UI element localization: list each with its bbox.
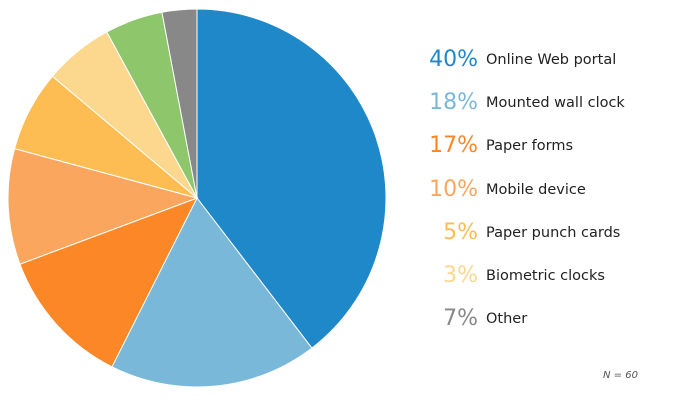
legend-percentage: 7% <box>443 306 478 332</box>
legend-item: 7% Other <box>405 299 670 342</box>
pie-wedges <box>7 8 387 388</box>
legend-percentage: 10% <box>429 176 478 202</box>
legend-percentage: 18% <box>429 90 478 116</box>
legend-percentage: 17% <box>429 133 478 159</box>
legend-percentage: 3% <box>443 262 478 288</box>
pie-slice-3 <box>19 197 199 368</box>
legend-item: 10% Mobile device <box>405 170 670 213</box>
legend: 40% Online Web portal 18% Mounted wall cloc… <box>405 40 670 342</box>
legend-percentage: 40% <box>429 47 478 72</box>
legend-label: Online Web portal <box>486 52 617 68</box>
legend-item: 3% Biometric clocks <box>405 256 670 299</box>
pie-slice-1 <box>196 8 387 349</box>
pie-slice-8 <box>161 8 198 199</box>
pie-slice-2 <box>111 197 313 388</box>
legend-label: Paper forms <box>486 138 574 155</box>
sample-size-note: N = 60 <box>603 370 638 381</box>
legend-item: 17% Paper forms <box>405 126 670 169</box>
legend-label: Paper punch cards <box>486 224 621 241</box>
legend-item: 40% Online Web portal <box>405 40 670 83</box>
legend-label: Other <box>486 311 528 328</box>
legend-percentage: 5% <box>443 219 478 245</box>
legend-item: 18% Mounted wall clock <box>405 83 670 126</box>
legend-label: Mounted wall clock <box>486 95 625 112</box>
legend-label: Biometric clocks <box>486 267 605 284</box>
legend-label: Mobile device <box>486 181 586 198</box>
legend-item: 5% Paper punch cards <box>405 213 670 256</box>
pie-slice-4 <box>7 147 199 265</box>
